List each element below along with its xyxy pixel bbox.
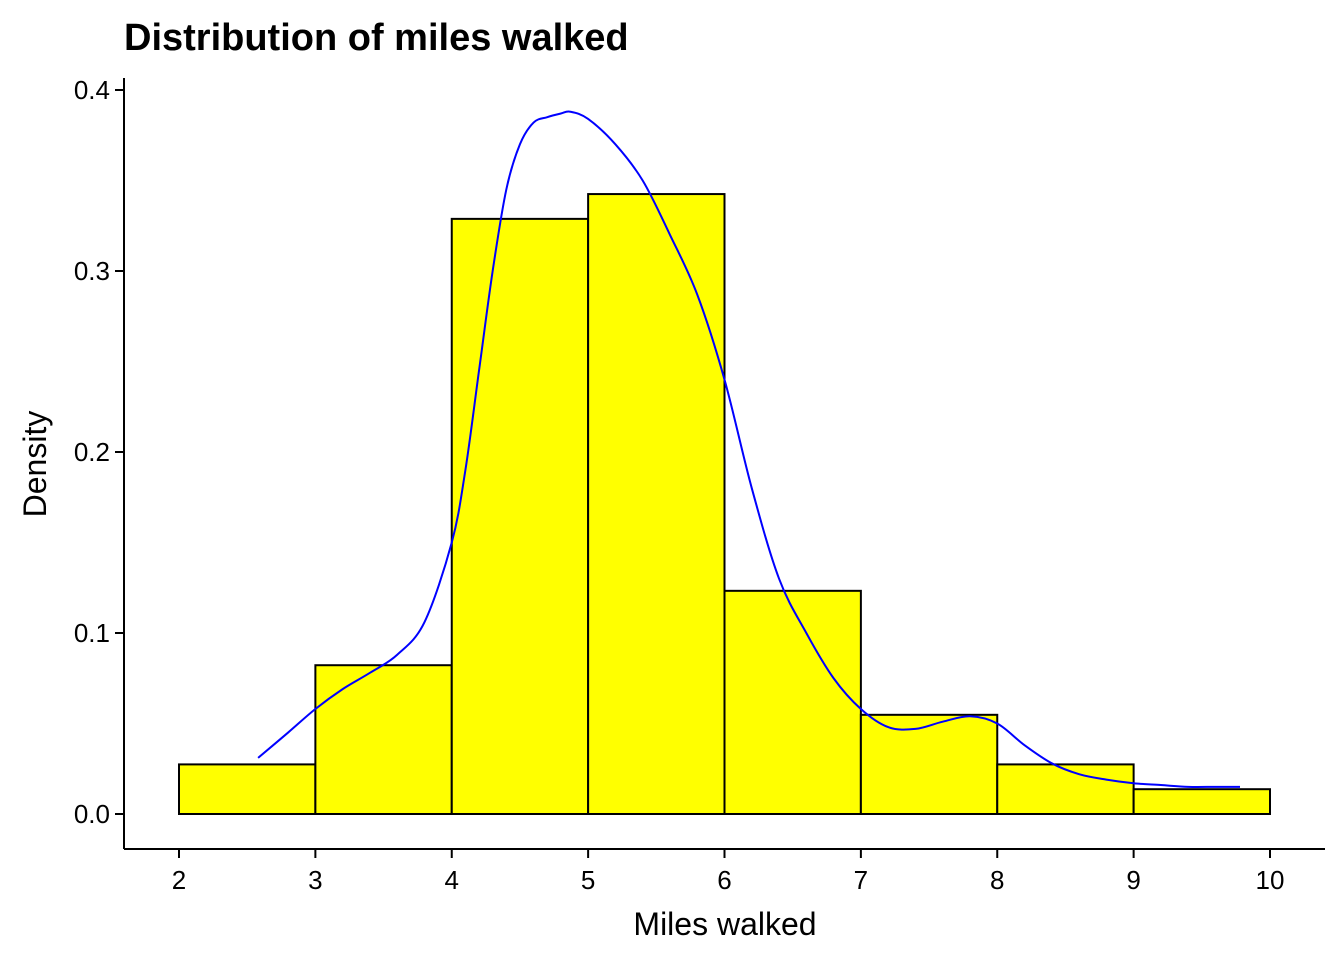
x-tick-label: 4	[445, 865, 459, 895]
y-tick-label: 0.4	[74, 75, 110, 105]
x-tick-label: 2	[172, 865, 186, 895]
x-tick-label: 9	[1126, 865, 1140, 895]
x-tick-label: 8	[990, 865, 1004, 895]
y-tick-label: 0.0	[74, 799, 110, 829]
histogram-bar-4	[587, 193, 726, 815]
x-axis-label: Miles walked	[633, 906, 816, 942]
histogram-bar-7	[996, 763, 1135, 816]
x-tick-label: 10	[1256, 865, 1285, 895]
histogram-bars	[178, 193, 1271, 816]
histogram-bar-1	[178, 763, 317, 816]
y-tick-label: 0.2	[74, 437, 110, 467]
histogram-bar-2	[314, 664, 453, 816]
x-axis-ticks: 2 3 4 5 6 7 8 9 10	[172, 849, 1285, 895]
histogram-bar-5	[723, 589, 862, 816]
histogram-bar-6	[859, 713, 999, 816]
y-axis-label: Density	[17, 411, 53, 518]
density-curve-layer	[257, 110, 1240, 788]
y-tick-label: 0.1	[74, 618, 110, 648]
x-tick-label: 6	[717, 865, 731, 895]
density-curve	[257, 110, 1240, 788]
histogram-bar-3	[450, 217, 590, 815]
x-tick-label: 5	[581, 865, 595, 895]
x-tick-label: 7	[854, 865, 868, 895]
histogram-bar-8	[1132, 788, 1271, 816]
x-tick-label: 3	[308, 865, 322, 895]
y-axis-ticks: 0.0 0.1 0.2 0.3 0.4	[74, 75, 124, 829]
chart-title: Distribution of miles walked	[124, 17, 629, 59]
y-tick-label: 0.3	[74, 256, 110, 286]
